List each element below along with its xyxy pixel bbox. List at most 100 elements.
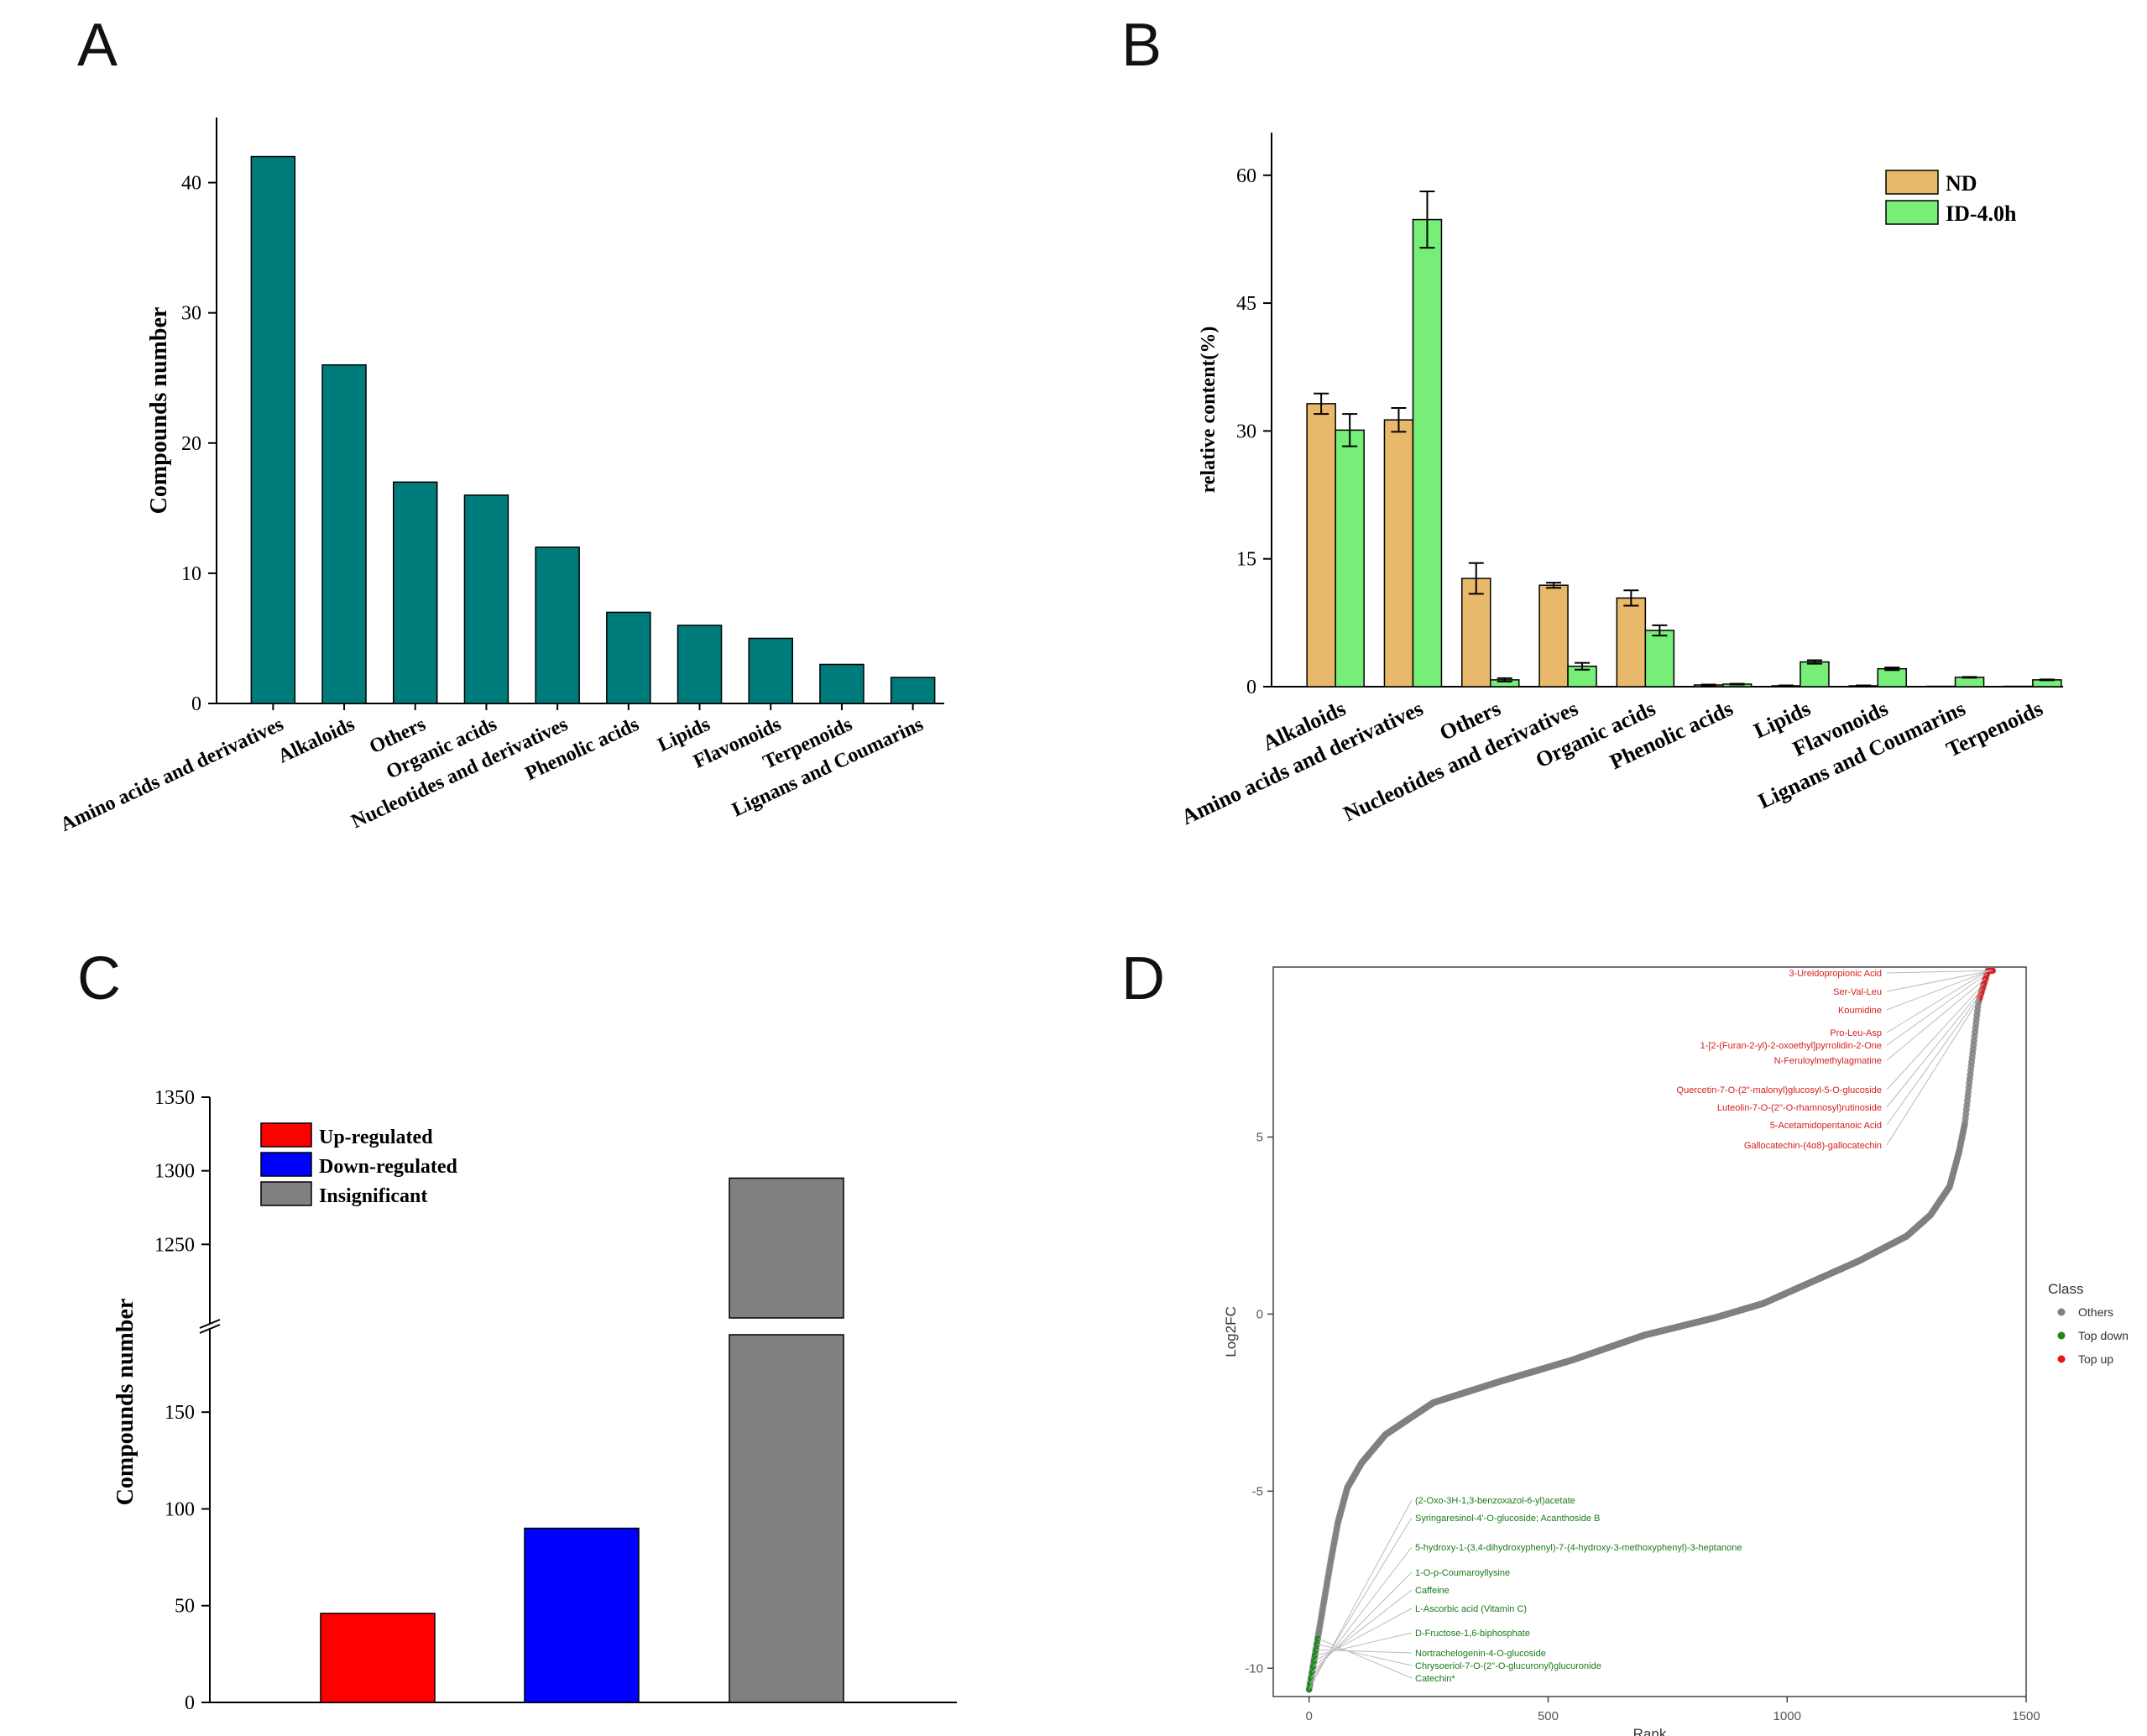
panel-letter-b: B <box>1121 12 1162 79</box>
legend-title: Class <box>2048 1281 2084 1297</box>
legend-label: ID-4.0h <box>1946 201 2017 226</box>
top-down-label: 5-hydroxy-1-(3,4-dihydroxyphenyl)-7-(4-h… <box>1415 1543 1742 1553</box>
bar <box>1800 661 1830 688</box>
y-tick-label: 100 <box>165 1498 195 1520</box>
legend-marker <box>2057 1331 2066 1340</box>
label-leader-line <box>1316 1644 1413 1666</box>
label-leader-line <box>1886 970 1993 974</box>
y-tick-label: 1350 <box>154 1087 195 1109</box>
chart-c: 1250 1300 1350 0 50 100 150 Compounds number Up-… <box>112 1087 957 1714</box>
top-down-label: Catechin* <box>1415 1674 1455 1684</box>
y-tick-label: 30 <box>1236 421 1256 442</box>
label-leader-line <box>1886 983 1985 1090</box>
bar <box>1412 218 1443 688</box>
x-tick-label: Amino acids and derivatives <box>57 714 287 836</box>
y-tick-label: 5 <box>1256 1130 1263 1144</box>
legend-swatch <box>1885 200 1939 225</box>
y-tick-label: 60 <box>1236 165 1256 187</box>
top-down-label: 1-O-p-Coumaroyllysine <box>1415 1568 1510 1578</box>
top-up-label: 3-Ureidopropionic Acid <box>1789 969 1882 979</box>
bar <box>1616 597 1647 688</box>
bar <box>1925 685 1956 688</box>
legend-label: ND <box>1946 171 1977 196</box>
legend-swatch <box>260 1152 312 1177</box>
y-tick-label: 45 <box>1236 293 1256 315</box>
legend-marker <box>2057 1355 2066 1363</box>
bar <box>1461 578 1491 688</box>
bar-lower-part <box>729 1334 844 1703</box>
top-up-label: Pro-Leu-Asp <box>1830 1028 1882 1038</box>
y-tick-label: -10 <box>1245 1661 1263 1676</box>
top-down-label: Nortrachelogenin-4-O-glucoside <box>1415 1649 1546 1659</box>
bar <box>1383 419 1414 688</box>
x-axis-label: Rank <box>1633 1726 1667 1736</box>
label-leader-line <box>1886 992 1982 1126</box>
y-axis-label: Log2FC <box>1223 1306 1239 1357</box>
y-tick-label: 40 <box>181 173 201 195</box>
panel-letter-c: C <box>77 945 121 1012</box>
top-down-label: Caffeine <box>1415 1586 1450 1596</box>
top-down-label: L-Ascorbic acid (Vitamin C) <box>1415 1604 1527 1614</box>
y-axis-label: relative content(%) <box>1198 327 1220 494</box>
label-leader-line <box>1886 970 1989 1033</box>
bar <box>535 546 580 704</box>
chart-a: 0 10 20 30 40 Compounds number Amino acids and… <box>57 118 944 836</box>
top-down-label: Chrysoeriol-7-O-(2''-O-glucuronyl)glucur… <box>1415 1661 1601 1671</box>
label-leader-line <box>1886 970 1990 1011</box>
label-leader-line <box>1886 978 1986 1061</box>
top-up-label: Koumidine <box>1838 1006 1882 1016</box>
top-up-label: Luteolin-7-O-(2''-O-rhamnosyl)rutinoside <box>1717 1103 1882 1113</box>
bar <box>606 611 651 704</box>
chart-d: 0 500 1000 1500 -10 -5 0 5 Rank Log2FC 3-Ureidopro… <box>1223 966 2129 1736</box>
bar <box>463 494 509 704</box>
y-tick-label: 0 <box>1246 677 1256 698</box>
top-down-label: (2-Oxo-3H-1,3-benzoxazol-6-yl)acetate <box>1415 1496 1575 1506</box>
legend-label: Others <box>2078 1305 2113 1319</box>
y-tick-label: 30 <box>181 303 201 325</box>
x-tick-label: 1500 <box>2012 1709 2040 1723</box>
y-tick-label: 50 <box>175 1596 195 1618</box>
x-tick-label: 500 <box>1538 1709 1559 1723</box>
panel-letter-a: A <box>77 12 118 79</box>
top-up-label: Ser-Val-Leu <box>1833 987 1882 997</box>
label-leader-line <box>1311 1571 1413 1673</box>
label-leader-line <box>1886 987 1983 1108</box>
top-up-label: 5-Acetamidopentanoic Acid <box>1770 1121 1882 1131</box>
bar <box>1306 403 1336 688</box>
bar <box>1335 429 1365 688</box>
y-tick-label: 1300 <box>154 1161 195 1183</box>
top-up-label: 1-[2-(Furan-2-yl)-2-oxoethyl]pyrrolidin-… <box>1700 1041 1882 1051</box>
legend-label: Down-regulated <box>319 1156 458 1178</box>
label-leader-line <box>1314 1608 1413 1662</box>
legend-marker <box>2057 1308 2066 1316</box>
y-tick-label: 1250 <box>154 1234 195 1256</box>
bar <box>676 625 723 704</box>
label-leader-line <box>1317 1638 1413 1679</box>
legend-label: Insignificant <box>319 1185 427 1207</box>
bar <box>1538 584 1569 688</box>
y-tick-label: 0 <box>191 693 201 715</box>
y-tick-label: 15 <box>1236 549 1256 571</box>
top-down-label: D-Fructose-1,6-biphosphate <box>1415 1629 1530 1639</box>
legend-swatch <box>260 1181 312 1206</box>
bar <box>2003 685 2034 688</box>
bar <box>1954 677 1985 688</box>
axis-break-mark <box>199 1324 221 1334</box>
label-leader-line <box>1886 997 1981 1146</box>
bar <box>524 1527 640 1703</box>
legend-label: Top up <box>2078 1352 2113 1366</box>
top-down-label: Syringaresinol-4'-O-glucoside; Acanthosi… <box>1415 1514 1600 1524</box>
y-axis-label: Compounds number <box>146 307 172 515</box>
label-leader-line <box>1886 973 1988 1046</box>
label-leader-line <box>1312 1589 1413 1667</box>
legend-swatch <box>260 1122 312 1148</box>
x-tick-label: 0 <box>1306 1709 1313 1723</box>
bar <box>890 677 936 704</box>
top-up-label: Gallocatechin-(4α8)-gallocatechin <box>1744 1141 1882 1151</box>
bar <box>819 663 865 704</box>
label-leader-line <box>1314 1632 1413 1656</box>
panel-letter-d: D <box>1121 945 1165 1012</box>
y-tick-label: 0 <box>1256 1307 1263 1321</box>
y-axis-label: Compounds number <box>112 1299 138 1506</box>
